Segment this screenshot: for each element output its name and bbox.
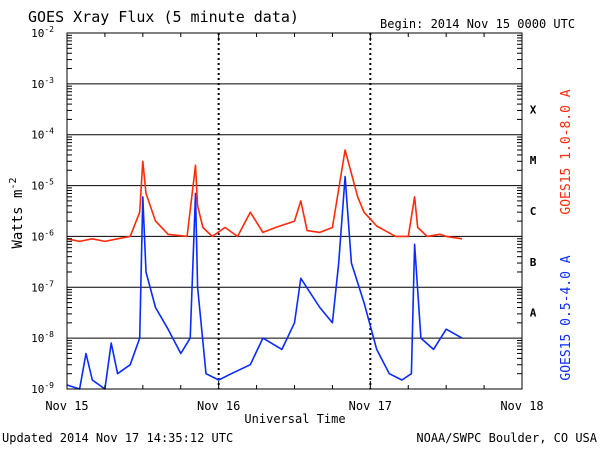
footer-source: NOAA/SWPC Boulder, CO USA (416, 431, 597, 445)
y-tick-base: 10 (31, 129, 44, 142)
legend-goes15-short: GOES15 0.5-4.0 A (559, 255, 574, 380)
y-tick-exponent: -9 (44, 381, 54, 390)
y-axis-label: Watts m-2 (8, 177, 26, 248)
y-tick-label: 10-9 (31, 381, 54, 396)
series-line-goes15-long (66, 149, 463, 243)
grid-lines (67, 83, 522, 339)
y-tick-label: 10-3 (31, 76, 54, 91)
footer-updated: Updated 2014 Nov 17 14:35:12 UTC (2, 431, 233, 445)
x-tick-label: Nov 17 (349, 399, 392, 413)
y-tick-exponent: -8 (44, 330, 54, 339)
x-tick-label: Nov 15 (45, 399, 88, 413)
flare-class-label: A (530, 307, 537, 320)
y-tick-base: 10 (31, 180, 44, 193)
y-tick-base: 10 (31, 281, 44, 294)
flare-class-label: M (530, 154, 537, 167)
day-dividers (217, 33, 372, 389)
flare-class-label: X (530, 103, 537, 116)
x-tick-label: Nov 16 (197, 399, 240, 413)
chart-title: GOES Xray Flux (5 minute data) (28, 8, 299, 26)
y-tick-exponent: -2 (44, 25, 54, 34)
y-tick-label: 10-6 (31, 228, 54, 243)
y-tick-base: 10 (31, 78, 44, 91)
y-tick-label: 10-4 (31, 127, 54, 142)
y-tick-label: 10-7 (31, 279, 54, 294)
y-tick-label: 10-8 (31, 330, 54, 345)
y-tick-exponent: -7 (44, 279, 54, 288)
y-tick-label: 10-5 (31, 178, 54, 193)
y-tick-base: 10 (31, 332, 44, 345)
y-tick-exponent: -6 (44, 228, 54, 237)
y-tick-base: 10 (31, 27, 44, 40)
begin-time: Begin: 2014 Nov 15 0000 UTC (380, 17, 575, 31)
y-tick-base: 10 (31, 383, 44, 396)
series-layer (66, 149, 463, 390)
x-axis-label: Universal Time (244, 412, 345, 426)
flare-class-label: C (530, 205, 537, 218)
series-line-goes15-short (66, 175, 463, 390)
y-tick-exponent: -5 (44, 178, 54, 187)
y-tick-label: 10-2 (31, 25, 54, 40)
legend-goes15-long: GOES15 1.0-8.0 A (559, 89, 574, 214)
y-tick-base: 10 (31, 230, 44, 243)
flare-class-label: B (530, 256, 537, 269)
y-tick-exponent: -3 (44, 76, 54, 85)
y-axis-label-exponent: -2 (8, 177, 19, 189)
y-axis-label-text: Watts m (10, 190, 26, 249)
y-tick-exponent: -4 (44, 127, 54, 136)
x-tick-label: Nov 18 (500, 399, 543, 413)
axis-ticks (66, 33, 523, 389)
